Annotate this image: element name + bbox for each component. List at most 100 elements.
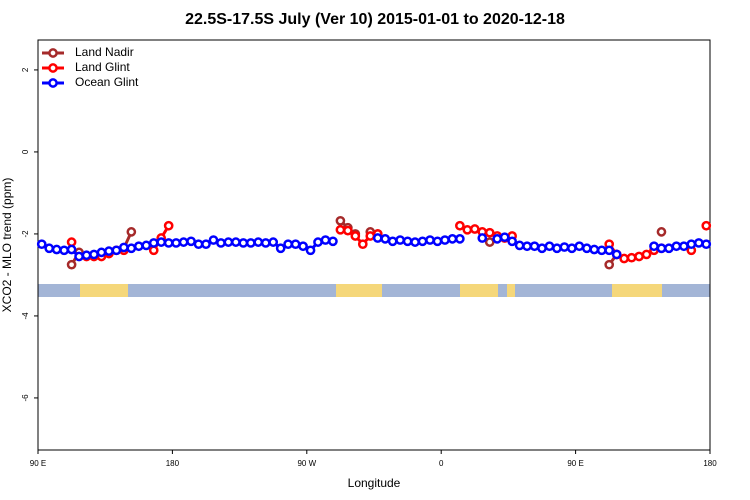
data-point bbox=[156, 237, 167, 247]
data-point bbox=[193, 239, 204, 250]
data-point bbox=[74, 251, 84, 262]
data-point bbox=[567, 243, 577, 254]
data-point bbox=[66, 244, 77, 255]
data-point bbox=[89, 249, 99, 260]
data-point bbox=[440, 235, 450, 245]
data-point bbox=[126, 227, 137, 237]
data-point bbox=[529, 241, 540, 252]
data-point bbox=[507, 236, 517, 247]
data-point bbox=[51, 244, 62, 255]
data-point bbox=[171, 238, 181, 248]
data-point bbox=[410, 237, 420, 247]
x-axis-label: Longitude bbox=[348, 476, 401, 490]
data-point bbox=[671, 241, 682, 252]
data-point bbox=[432, 236, 443, 247]
data-point bbox=[290, 239, 301, 250]
data-point bbox=[679, 241, 689, 252]
data-point bbox=[305, 245, 316, 256]
data-point bbox=[343, 225, 353, 236]
data-point bbox=[298, 241, 308, 252]
data-point bbox=[216, 238, 226, 248]
data-point bbox=[223, 237, 234, 247]
x-tick-label: 0 bbox=[439, 459, 444, 468]
data-point bbox=[126, 243, 137, 254]
data-point bbox=[268, 237, 279, 247]
y-axis-label: XCO2 - MLO trend (ppm) bbox=[0, 178, 14, 313]
data-point bbox=[514, 240, 525, 251]
data-point bbox=[656, 227, 667, 237]
data-point bbox=[701, 220, 712, 231]
data-point bbox=[238, 238, 249, 248]
data-point bbox=[611, 249, 622, 260]
data-point bbox=[581, 243, 592, 254]
land-patch bbox=[507, 284, 515, 297]
data-point bbox=[544, 241, 555, 252]
data-point bbox=[522, 241, 532, 252]
data-point bbox=[275, 243, 286, 254]
data-point bbox=[484, 227, 495, 238]
data-point bbox=[81, 250, 92, 261]
data-point bbox=[253, 237, 264, 247]
y-tick-label: 0 bbox=[21, 149, 30, 154]
data-point bbox=[634, 251, 644, 262]
data-point bbox=[604, 259, 615, 270]
legend-label: Land Glint bbox=[75, 60, 130, 74]
land-patch bbox=[80, 284, 128, 297]
land-patch bbox=[612, 284, 662, 297]
legend-marker bbox=[48, 63, 58, 73]
y-tick-label: -6 bbox=[21, 394, 30, 402]
data-point bbox=[260, 238, 271, 248]
land-patch bbox=[336, 284, 382, 297]
x-tick-label: 90 E bbox=[30, 459, 46, 468]
data-point bbox=[447, 234, 458, 244]
data-point bbox=[649, 241, 659, 252]
data-point bbox=[425, 235, 435, 245]
data-point bbox=[641, 249, 652, 260]
data-point bbox=[245, 238, 256, 248]
data-point bbox=[44, 243, 55, 254]
data-point bbox=[664, 243, 674, 254]
legend-marker bbox=[48, 48, 58, 58]
data-point bbox=[574, 241, 585, 252]
x-tick-label: 180 bbox=[166, 459, 180, 468]
data-point bbox=[477, 233, 488, 243]
data-point bbox=[208, 235, 219, 245]
data-point bbox=[701, 239, 712, 250]
data-point bbox=[469, 224, 480, 234]
data-point bbox=[626, 252, 637, 263]
data-point bbox=[455, 234, 465, 244]
data-point bbox=[328, 236, 338, 247]
data-point bbox=[380, 234, 391, 244]
data-point bbox=[133, 241, 144, 252]
data-point bbox=[402, 236, 413, 247]
data-point bbox=[552, 243, 562, 254]
legend-label: Land Nadir bbox=[75, 45, 134, 59]
data-point bbox=[365, 231, 376, 241]
data-point bbox=[111, 245, 122, 256]
data-point bbox=[178, 237, 189, 247]
data-point bbox=[619, 253, 629, 264]
data-point bbox=[462, 224, 473, 235]
data-point bbox=[596, 245, 607, 256]
data-point bbox=[357, 239, 368, 250]
legend-marker bbox=[48, 78, 58, 88]
data-point bbox=[148, 238, 159, 248]
y-tick-label: 2 bbox=[21, 67, 30, 72]
data-point bbox=[693, 238, 704, 248]
chart-title: 22.5S-17.5S July (Ver 10) 2015-01-01 to … bbox=[185, 11, 565, 28]
legend-label: Ocean Glint bbox=[75, 75, 139, 89]
data-point bbox=[201, 239, 211, 250]
data-point bbox=[589, 244, 600, 255]
data-point bbox=[335, 224, 346, 235]
land-ocean-strip bbox=[38, 284, 710, 297]
data-point bbox=[604, 245, 615, 256]
data-point bbox=[36, 239, 47, 250]
data-point bbox=[499, 232, 510, 243]
data-point bbox=[59, 245, 69, 256]
data-point bbox=[335, 215, 346, 226]
data-point bbox=[686, 239, 697, 250]
data-point bbox=[387, 236, 398, 247]
data-point bbox=[417, 236, 428, 247]
data-point bbox=[283, 239, 293, 250]
